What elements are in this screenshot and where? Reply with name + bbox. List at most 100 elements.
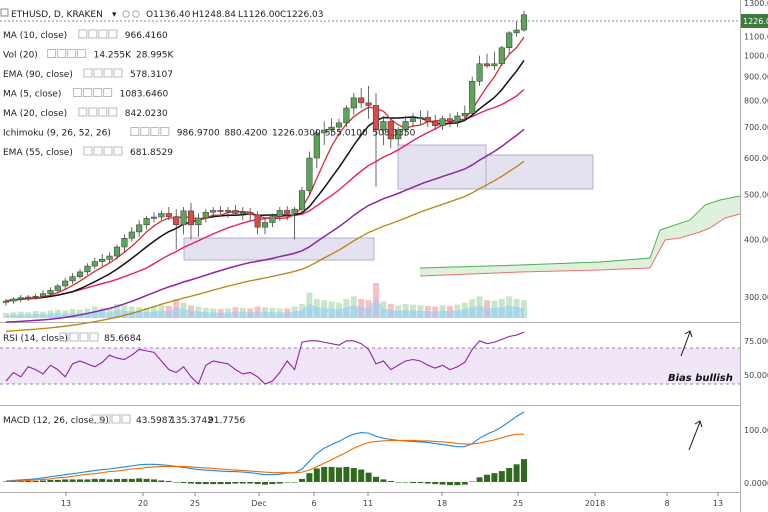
indicator-label: Vol (20): [3, 51, 38, 61]
macd-histogram-bar: [254, 482, 261, 485]
candle: [306, 151, 313, 195]
rsi-legend-icons[interactable]: [59, 332, 99, 342]
macd-histogram-bar: [3, 481, 9, 482]
macd-histogram-bar: [447, 482, 453, 486]
indicator-settings-icon[interactable]: [108, 29, 118, 39]
indicator-settings-icon[interactable]: [103, 146, 113, 156]
candle: [402, 115, 409, 136]
indicator-settings-icon[interactable]: [83, 88, 93, 97]
macd-signal-value: 91.7756: [208, 416, 245, 426]
macd-histogram-bar: [461, 482, 468, 485]
candle: [106, 252, 113, 264]
macd-histogram-bar: [284, 482, 291, 483]
indicator-settings-icon[interactable]: [78, 29, 88, 39]
y-tick-label: 300.00: [744, 293, 768, 302]
volume-average-area: [6, 298, 524, 318]
macd-histogram-bar: [10, 481, 17, 482]
indicator-label: MA (10, close): [3, 31, 67, 41]
macd-tick-100: 100.0000: [744, 426, 768, 435]
candle: [432, 114, 439, 131]
indicator-value: 14.255K: [94, 51, 132, 61]
indicator-settings-icon[interactable]: [77, 49, 87, 58]
dropdown-chevron-icon[interactable]: ▾: [112, 10, 117, 20]
macd-histogram-bar: [380, 479, 387, 482]
candle: [387, 117, 394, 149]
indicator-settings-icon[interactable]: [73, 88, 83, 97]
indicator-settings-icon[interactable]: [160, 127, 170, 136]
indicator-settings-icon[interactable]: [93, 88, 103, 97]
symbol-settings-icons[interactable]: [122, 10, 140, 18]
candle: [158, 210, 165, 221]
macd-legend: MACD (12, 26, close, 9) 43.5987 135.3742…: [3, 414, 245, 426]
indicator-settings-icon[interactable]: [83, 68, 93, 78]
macd-histogram-bar: [128, 478, 135, 482]
symbol-title: ETHUSD, D, KRAKEN: [11, 10, 103, 20]
candle: [187, 202, 195, 240]
indicator-settings-icon[interactable]: [93, 146, 103, 156]
indicator-settings-icon[interactable]: [88, 29, 98, 39]
macd-histogram-bar: [336, 467, 342, 482]
macd-histogram-bar: [99, 478, 106, 482]
indicator-settings-icon[interactable]: [98, 107, 108, 117]
macd-histogram-bar: [195, 482, 202, 485]
indicator-settings-icon[interactable]: [103, 68, 113, 78]
candle: [62, 277, 69, 290]
candle: [284, 206, 291, 221]
macd-histogram-bar: [306, 473, 313, 482]
candle: [195, 213, 202, 237]
macd-histogram-bar: [25, 480, 32, 482]
macd-histogram-bar: [291, 482, 298, 483]
indicator-settings-icon[interactable]: [98, 29, 108, 39]
indicator-settings-icon[interactable]: [67, 49, 77, 58]
rsi-band: [0, 348, 740, 384]
indicator-settings-icon[interactable]: [83, 146, 93, 156]
collapse-icon[interactable]: [0, 8, 9, 17]
macd-histogram-bar: [484, 474, 490, 482]
candle: [202, 209, 209, 223]
indicator-settings-icon[interactable]: [108, 107, 118, 117]
macd-legend-icons[interactable]: [91, 414, 131, 424]
candle: [232, 204, 239, 216]
macd-histogram-bar: [491, 473, 498, 482]
indicator-label: EMA (55, close): [3, 148, 73, 158]
x-tick-label: 18: [437, 499, 447, 508]
candle: [136, 220, 143, 237]
macd-histogram-bar: [498, 471, 505, 482]
rsi-tick-75: 75.0000: [744, 337, 768, 346]
indicator-settings-icon[interactable]: [113, 146, 123, 156]
candle: [291, 206, 298, 240]
candle: [328, 118, 335, 136]
macd-histogram-bar: [395, 482, 402, 483]
candle: [121, 234, 128, 253]
macd-histogram-bar: [476, 477, 483, 482]
indicator-settings-icon[interactable]: [113, 68, 123, 78]
indicator-value: 578.3107: [130, 70, 173, 80]
indicator-settings-icon[interactable]: [47, 49, 57, 58]
indicator-settings-icon[interactable]: [103, 88, 113, 97]
indicator-settings-icon[interactable]: [93, 68, 103, 78]
candle: [417, 110, 424, 125]
macd-histogram-bar: [239, 482, 246, 484]
volume-bars: [3, 283, 527, 318]
indicator-settings-icon[interactable]: [140, 127, 150, 136]
macd-histogram-bar: [262, 482, 268, 485]
ohlc-open: O1136.40: [146, 10, 191, 20]
indicator-settings-icon[interactable]: [88, 107, 98, 117]
y-tick-label: 1300.00: [744, 0, 768, 8]
candle: [395, 127, 402, 146]
candle: [25, 295, 32, 302]
y-tick-label: 900.00: [744, 73, 768, 82]
macd-line-value: 135.3742: [170, 416, 213, 426]
x-axis-ticks: 13 20 25 Dec 6 11 18 25 2018 8 13: [61, 492, 723, 508]
indicator-settings-icon[interactable]: [150, 127, 160, 136]
y-tick-label: 400.00: [744, 235, 768, 244]
indicator-settings-icon[interactable]: [130, 127, 140, 136]
macd-histogram-bar: [40, 480, 46, 482]
candle: [269, 213, 276, 228]
indicator-settings-icon[interactable]: [78, 107, 88, 117]
macd-histogram-bar: [454, 482, 461, 486]
ema-90-line: [5, 160, 525, 332]
x-tick-label: Dec: [251, 499, 266, 508]
indicator-settings-icon[interactable]: [57, 49, 67, 58]
